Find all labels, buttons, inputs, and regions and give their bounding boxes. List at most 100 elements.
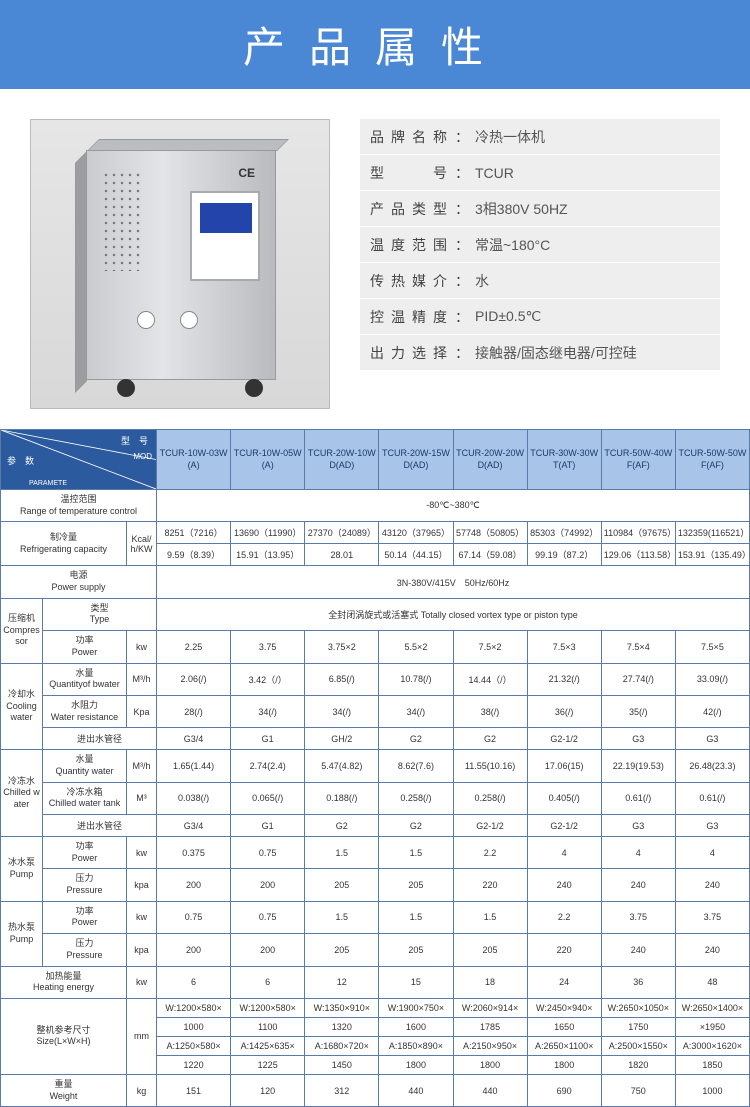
cell: A:3000×1620×: [675, 1036, 749, 1055]
cell: 2.25: [157, 631, 231, 663]
cell: W:1200×580×: [231, 998, 305, 1017]
cell: 7.5×2: [453, 631, 527, 663]
cell: G2: [379, 815, 453, 837]
table-row: 重量Weightkg1511203124404406907501000: [1, 1074, 750, 1106]
cell: 36: [601, 966, 675, 998]
cell: 1850: [675, 1055, 749, 1074]
cell: W:2650×1400×: [675, 998, 749, 1017]
cell: W:1900×750×: [379, 998, 453, 1017]
cell: 1320: [305, 1017, 379, 1036]
cell: 6: [231, 966, 305, 998]
attr-value: TCUR: [475, 165, 720, 181]
table-row: 压缩机Compressor类型Type全封闭涡旋式或活塞式 Totally cl…: [1, 598, 750, 630]
cell: 2.74(2.4): [231, 750, 305, 782]
model-header: TCUR-20W-20WD(AD): [453, 430, 527, 490]
cell: 205: [305, 869, 379, 901]
table-row: 功率Powerkw2.253.753.75×25.5×27.5×27.5×37.…: [1, 631, 750, 663]
attr-row: 传热媒介：水: [360, 263, 720, 299]
cell: 205: [305, 934, 379, 966]
cell: G2: [305, 815, 379, 837]
cell: 153.91（135.49）: [675, 544, 749, 566]
table-corner: 型 号 MOD 参 数 PARAMETE: [1, 430, 157, 490]
cell: 27370（24089）: [305, 522, 379, 544]
cell: 1000: [675, 1074, 749, 1106]
attr-label: 出力选择: [360, 343, 455, 363]
cell: W:1200×580×: [157, 998, 231, 1017]
model-header: TCUR-20W-15WD(AD): [379, 430, 453, 490]
cell: W:2060×914×: [453, 998, 527, 1017]
cell: 205: [379, 934, 453, 966]
cell: 205: [453, 934, 527, 966]
cell: 1800: [453, 1055, 527, 1074]
cell: 240: [601, 869, 675, 901]
attr-value: 常温~180°C: [475, 235, 720, 255]
cell: A:1850×890×: [379, 1036, 453, 1055]
cell: 12: [305, 966, 379, 998]
cell: A:2150×950×: [453, 1036, 527, 1055]
cell: 8251（7216）: [157, 522, 231, 544]
cell: 18: [453, 966, 527, 998]
cell: 35(/): [601, 695, 675, 727]
attr-row: 控温精度：PID±0.5℃: [360, 299, 720, 335]
cell: 1220: [157, 1055, 231, 1074]
cell: G3: [675, 815, 749, 837]
attr-label: 型 号: [360, 163, 455, 183]
cell: 28.01: [305, 544, 379, 566]
cell: 1225: [231, 1055, 305, 1074]
cell: 132359(116521）: [675, 522, 749, 544]
cell: W:1350×910×: [305, 998, 379, 1017]
cell: 1785: [453, 1017, 527, 1036]
attr-label: 品牌名称: [360, 127, 455, 147]
table-row: 进出水管径G3/4G1G2G2G2-1/2G2-1/2G3G3: [1, 815, 750, 837]
cell: 99.19（87.2）: [527, 544, 601, 566]
attr-label: 温度范围: [360, 235, 455, 255]
cell: 1100: [231, 1017, 305, 1036]
cell: G3/4: [157, 815, 231, 837]
cell: 1.5: [379, 837, 453, 869]
cell: 42(/): [675, 695, 749, 727]
cell: 0.038(/): [157, 782, 231, 814]
cell: 50.14（44.15）: [379, 544, 453, 566]
cell: 17.06(15): [527, 750, 601, 782]
cell: 4: [601, 837, 675, 869]
cell: 1650: [527, 1017, 601, 1036]
cell: 15: [379, 966, 453, 998]
cell: 48: [675, 966, 749, 998]
attr-label: 产品类型: [360, 199, 455, 219]
table-row: 冷冻水箱Chilled water tankM³0.038(/)0.065(/)…: [1, 782, 750, 814]
cell: 0.188(/): [305, 782, 379, 814]
table-row: 热水泵Pump功率Powerkw0.750.751.51.51.52.23.75…: [1, 901, 750, 933]
cell: 5.5×2: [379, 631, 453, 663]
cell: 129.06（113.58）: [601, 544, 675, 566]
model-header: TCUR-50W-50WF(AF): [675, 430, 749, 490]
cell: 240: [527, 869, 601, 901]
cell: G2-1/2: [527, 728, 601, 750]
cell: 9.59（8.39）: [157, 544, 231, 566]
cell: 34(/): [305, 695, 379, 727]
cell: 3.75×2: [305, 631, 379, 663]
cell: 200: [231, 869, 305, 901]
cell: 1.5: [305, 837, 379, 869]
cell: 220: [453, 869, 527, 901]
cell: A:1680×720×: [305, 1036, 379, 1055]
cell: 1750: [601, 1017, 675, 1036]
cell: 85303（74992）: [527, 522, 601, 544]
attr-row: 产品类型：3相380V 50HZ: [360, 191, 720, 227]
page-title: 产品属性: [0, 0, 750, 89]
cell: 1820: [601, 1055, 675, 1074]
attr-row: 品牌名称：冷热一体机: [360, 119, 720, 155]
cell: ×1950: [675, 1017, 749, 1036]
cell: 240: [601, 934, 675, 966]
cell: W:2650×1050×: [601, 998, 675, 1017]
model-header: TCUR-20W-10WD(AD): [305, 430, 379, 490]
cell: 690: [527, 1074, 601, 1106]
cell: 312: [305, 1074, 379, 1106]
cell: 750: [601, 1074, 675, 1106]
cell: 3.75: [675, 901, 749, 933]
cell: 1.65(1.44): [157, 750, 231, 782]
cell: 34(/): [379, 695, 453, 727]
cell: 4: [675, 837, 749, 869]
cell: 15.91（13.95）: [231, 544, 305, 566]
cell: 13690（11990）: [231, 522, 305, 544]
cell: 5.47(4.82): [305, 750, 379, 782]
